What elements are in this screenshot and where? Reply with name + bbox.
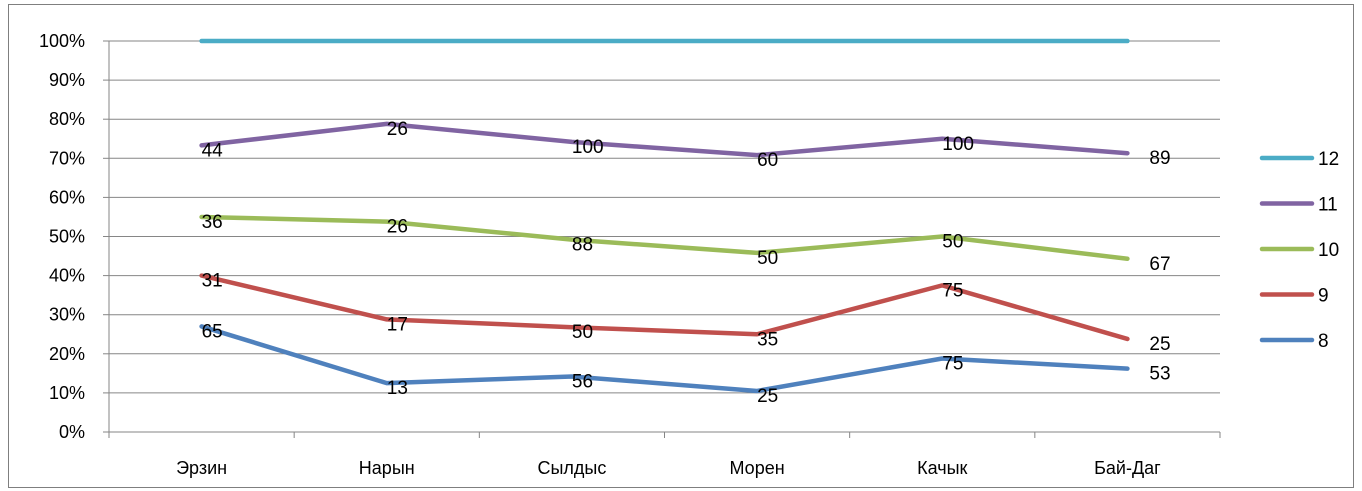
- data-label-series-11: 60: [757, 150, 778, 171]
- data-label-series-8: 25: [757, 386, 778, 407]
- data-label-series-10: 36: [202, 212, 223, 233]
- data-label-series-11: 100: [942, 134, 974, 155]
- y-tick-label: 60%: [49, 187, 85, 207]
- data-label-series-8: 13: [387, 378, 408, 399]
- data-label-series-8: 75: [942, 353, 963, 374]
- data-label-series-10: 67: [1149, 254, 1170, 275]
- y-tick-label: 10%: [49, 383, 85, 403]
- y-tick-label: 30%: [49, 305, 85, 325]
- y-tick-label: 70%: [49, 148, 85, 168]
- x-category-label: Эрзин: [176, 458, 227, 478]
- data-label-series-9: 25: [1149, 334, 1170, 355]
- series-line-11: [199, 121, 1130, 158]
- data-label-series-9: 35: [757, 329, 778, 350]
- data-label-series-10: 26: [387, 217, 408, 238]
- y-tick-label: 20%: [49, 344, 85, 364]
- data-label-series-11: 26: [387, 119, 408, 140]
- series-line-9: [199, 273, 1130, 342]
- y-tick-label: 100%: [39, 31, 85, 51]
- data-label-series-11: 89: [1149, 148, 1170, 169]
- x-category-label: Нарын: [359, 458, 415, 478]
- series-line-10: [199, 214, 1130, 262]
- data-label-series-8: 65: [202, 321, 223, 342]
- data-label-series-11: 100: [572, 137, 604, 158]
- legend-label-8: 8: [1318, 331, 1329, 352]
- data-label-series-8: 56: [572, 371, 593, 392]
- data-label-series-10: 50: [942, 232, 963, 253]
- x-category-label: Бай-Даг: [1094, 458, 1161, 478]
- legend-label-12: 12: [1318, 149, 1339, 170]
- y-tick-label: 0%: [59, 422, 85, 442]
- y-tick-label: 50%: [49, 227, 85, 247]
- data-label-series-9: 50: [572, 322, 593, 343]
- x-category-label: Качык: [917, 458, 967, 478]
- y-tick-label: 90%: [49, 70, 85, 90]
- legend-label-11: 11: [1318, 195, 1338, 216]
- legend-label-9: 9: [1318, 286, 1329, 307]
- x-category-label: Морен: [729, 458, 784, 478]
- data-label-series-9: 75: [942, 280, 963, 301]
- series-line-8: [199, 324, 1130, 394]
- legend-label-10: 10: [1318, 240, 1339, 261]
- data-label-series-8: 53: [1149, 364, 1170, 385]
- y-tick-label: 80%: [49, 109, 85, 129]
- y-tick-label: 40%: [49, 266, 85, 286]
- data-label-series-9: 31: [202, 271, 223, 292]
- x-category-label: Сылдыс: [537, 458, 606, 478]
- data-label-series-10: 88: [572, 235, 593, 256]
- data-label-series-11: 44: [202, 140, 224, 161]
- data-label-series-9: 17: [387, 314, 408, 335]
- data-label-series-10: 50: [757, 248, 778, 269]
